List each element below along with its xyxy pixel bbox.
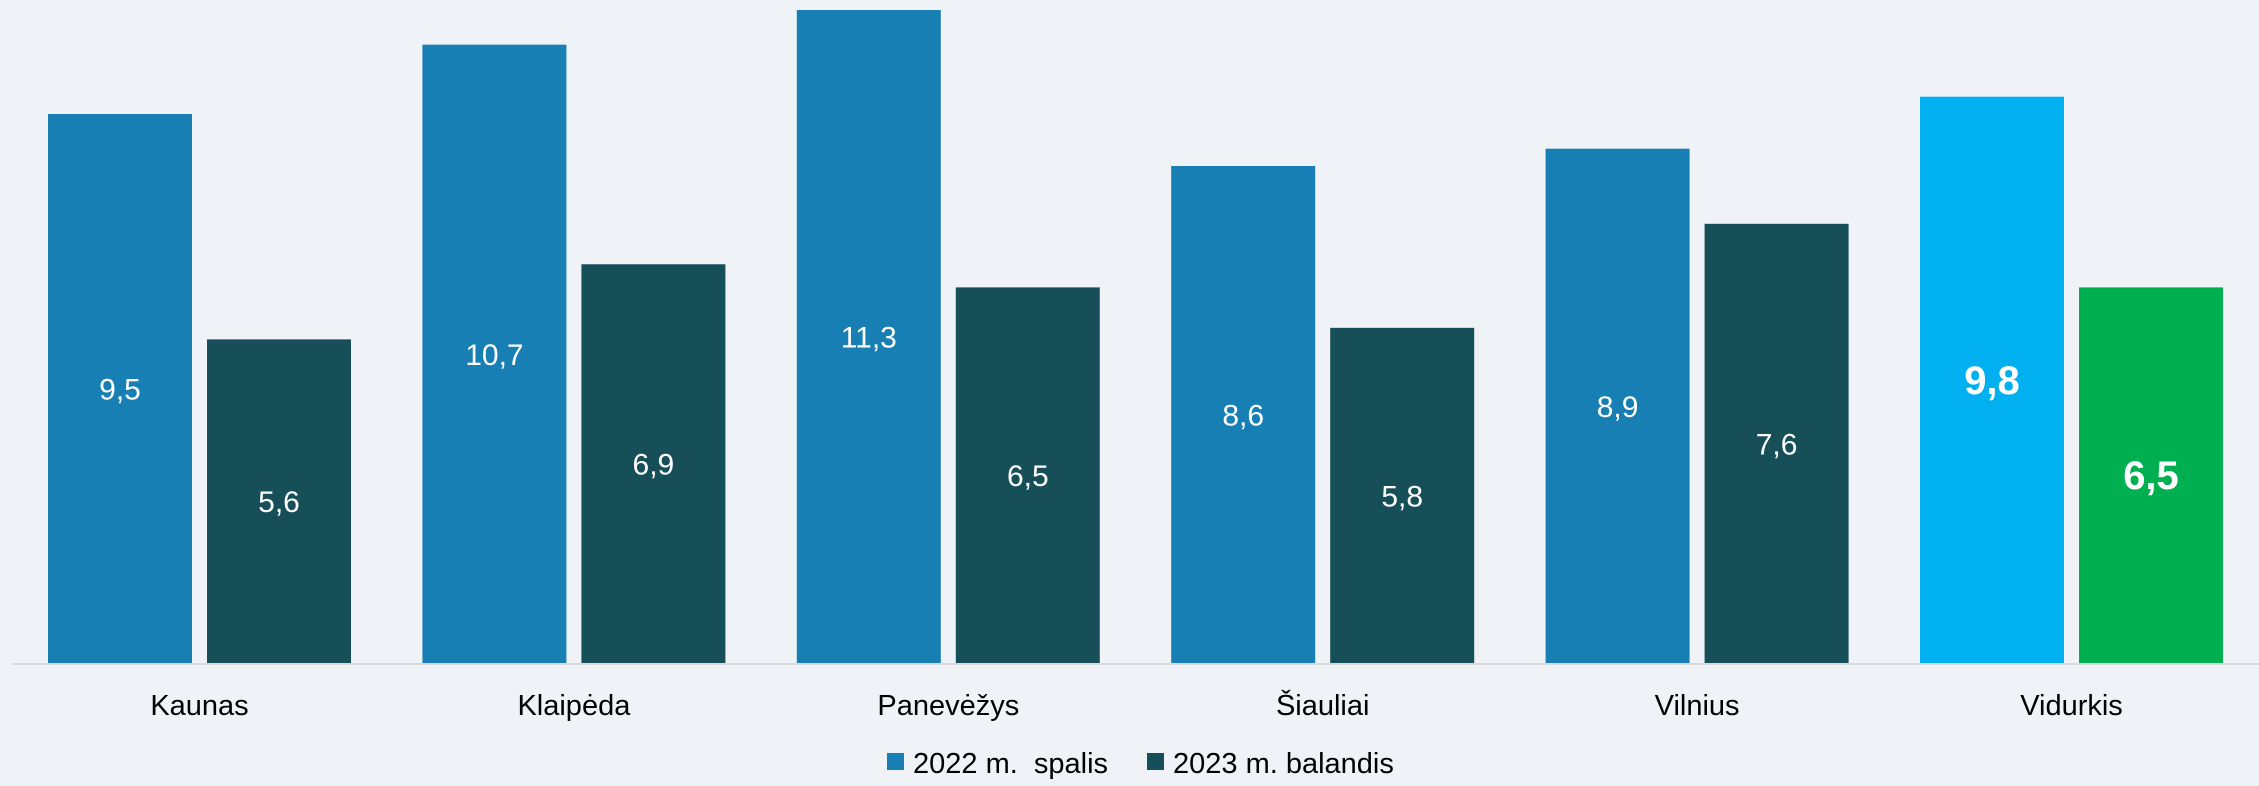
bar-1-series-1 — [581, 264, 726, 663]
x-tick-label-2: Panevėžys — [877, 690, 1019, 722]
data-label-5-series-1: 6,5 — [2123, 454, 2179, 498]
data-label-2-series-0: 11,3 — [841, 322, 897, 355]
bar-4-series-1 — [1704, 223, 1849, 664]
bar-1-series-0 — [422, 44, 567, 664]
x-tick-label-5: Vidurkis — [2020, 690, 2123, 722]
legend-label-1: 2023 m. balandis — [1173, 748, 1394, 780]
bar-5-series-1 — [2079, 287, 2223, 663]
data-label-0-series-1: 5,6 — [258, 486, 300, 519]
legend-swatch-1 — [1147, 753, 1164, 770]
data-label-2-series-1: 6,5 — [1007, 460, 1049, 493]
x-tick-label-4: Vilnius — [1655, 690, 1740, 722]
legend-label-0: 2022 m. spalis — [913, 748, 1108, 780]
legend: 2022 m. spalis 2023 m. balandis — [887, 748, 1394, 780]
bar-2-series-0 — [796, 10, 941, 663]
data-label-0-series-0: 9,5 — [99, 374, 141, 407]
bar-2-series-1 — [955, 287, 1100, 663]
data-label-1-series-0: 10,7 — [465, 339, 523, 372]
bar-0-series-1 — [207, 339, 351, 663]
bar-5-series-0 — [1920, 96, 2064, 664]
bar-4-series-0 — [1545, 148, 1690, 664]
bar-3-series-1 — [1330, 327, 1475, 663]
data-label-3-series-0: 8,6 — [1222, 400, 1264, 433]
x-tick-label-1: Klaipėda — [517, 690, 631, 722]
x-tick-label-3: Šiauliai — [1276, 688, 1370, 722]
bar-0-series-0 — [48, 114, 192, 663]
data-label-5-series-0: 9,8 — [1964, 359, 2020, 403]
bar-3-series-0 — [1171, 166, 1316, 663]
bars-layer — [48, 10, 2223, 664]
data-label-4-series-0: 8,9 — [1597, 391, 1639, 424]
legend-swatch-0 — [887, 753, 904, 770]
data-label-4-series-1: 7,6 — [1756, 428, 1798, 461]
labels-layer: 9,5 5,6 Kaunas 10,7 6,9 Klaipėda 11,3 6,5 Panevė… — [99, 322, 2179, 723]
data-label-1-series-1: 6,9 — [633, 449, 675, 482]
data-label-3-series-1: 5,8 — [1381, 480, 1423, 513]
x-tick-label-0: Kaunas — [150, 690, 248, 722]
